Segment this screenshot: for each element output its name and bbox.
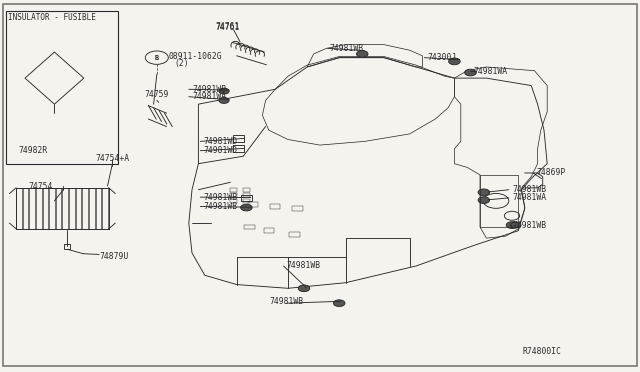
Text: 74981WB: 74981WB xyxy=(330,44,364,53)
Bar xyxy=(233,145,244,152)
Text: 74981WB: 74981WB xyxy=(512,185,546,194)
Circle shape xyxy=(333,300,345,307)
Circle shape xyxy=(506,222,518,228)
Text: 74982R: 74982R xyxy=(19,146,48,155)
Bar xyxy=(230,193,237,197)
Circle shape xyxy=(465,69,476,76)
Circle shape xyxy=(219,88,229,94)
Bar xyxy=(233,135,244,142)
Circle shape xyxy=(478,189,490,196)
Text: 74869P: 74869P xyxy=(536,169,566,177)
Circle shape xyxy=(356,51,368,57)
Circle shape xyxy=(478,197,490,203)
Text: 74754: 74754 xyxy=(28,182,52,190)
Bar xyxy=(264,228,274,233)
Bar xyxy=(230,199,237,203)
Circle shape xyxy=(219,97,229,103)
Circle shape xyxy=(298,285,310,292)
Text: 74981WB: 74981WB xyxy=(512,221,546,230)
Text: (2): (2) xyxy=(174,60,189,68)
Bar xyxy=(244,225,255,229)
Text: 74981WB: 74981WB xyxy=(204,193,237,202)
Text: 74754+A: 74754+A xyxy=(95,154,129,163)
Bar xyxy=(243,199,250,203)
Text: 08911-1062G: 08911-1062G xyxy=(168,52,222,61)
Bar xyxy=(64,244,70,249)
Text: 74981WA: 74981WA xyxy=(512,193,546,202)
Bar xyxy=(248,202,258,207)
Circle shape xyxy=(511,222,521,228)
Bar xyxy=(270,204,280,209)
Bar xyxy=(230,188,237,192)
Text: 74981WB: 74981WB xyxy=(269,297,304,306)
Circle shape xyxy=(241,204,252,211)
Text: B: B xyxy=(155,55,159,61)
Text: INSULATOR - FUSIBLE: INSULATOR - FUSIBLE xyxy=(8,13,96,22)
Bar xyxy=(6,11,118,164)
Text: 74981WB: 74981WB xyxy=(204,202,237,211)
Bar xyxy=(292,206,303,211)
Text: 74759: 74759 xyxy=(145,90,169,99)
Text: 74879U: 74879U xyxy=(99,252,129,261)
Bar xyxy=(243,193,250,197)
Bar xyxy=(243,188,250,192)
Text: 74761: 74761 xyxy=(215,23,239,32)
Circle shape xyxy=(449,58,460,65)
Text: 74981WA: 74981WA xyxy=(192,92,226,101)
Text: R74800IC: R74800IC xyxy=(523,347,562,356)
Text: 74981WD: 74981WD xyxy=(204,137,237,146)
Text: 74981WA: 74981WA xyxy=(474,67,508,76)
Text: 74300J: 74300J xyxy=(428,53,457,62)
Text: 74981WB: 74981WB xyxy=(192,85,226,94)
Bar xyxy=(241,195,252,201)
Bar xyxy=(289,232,300,237)
Text: 74981WB: 74981WB xyxy=(287,262,321,270)
Text: 74981WD: 74981WD xyxy=(204,146,237,155)
Text: 74761: 74761 xyxy=(215,22,239,31)
